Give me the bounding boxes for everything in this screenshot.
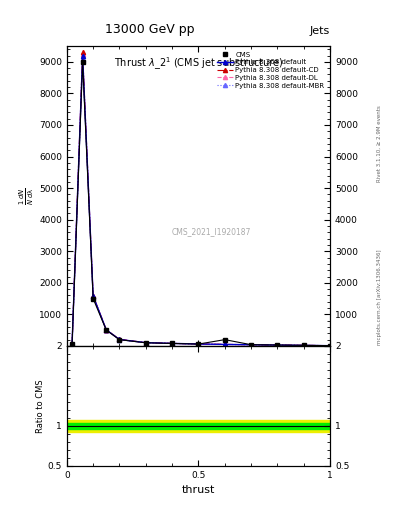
X-axis label: thrust: thrust bbox=[182, 485, 215, 495]
Text: 13000 GeV pp: 13000 GeV pp bbox=[105, 23, 194, 36]
Bar bbox=[67, 420, 330, 432]
Y-axis label: $\frac{1}{N}\frac{dN}{d\mathrm{\lambda}}$: $\frac{1}{N}\frac{dN}{d\mathrm{\lambda}}… bbox=[18, 187, 36, 205]
Legend: CMS, Pythia 8.308 default, Pythia 8.308 default-CD, Pythia 8.308 default-DL, Pyt: CMS, Pythia 8.308 default, Pythia 8.308 … bbox=[215, 50, 327, 91]
Text: Thrust $\lambda\_2^1$ (CMS jet substructure): Thrust $\lambda\_2^1$ (CMS jet substruct… bbox=[114, 55, 283, 72]
Text: Rivet 3.1.10, ≥ 2.9M events: Rivet 3.1.10, ≥ 2.9M events bbox=[377, 105, 382, 182]
Text: mcplots.cern.ch [arXiv:1306.3436]: mcplots.cern.ch [arXiv:1306.3436] bbox=[377, 249, 382, 345]
Text: CMS_2021_I1920187: CMS_2021_I1920187 bbox=[172, 227, 251, 237]
Y-axis label: Ratio to CMS: Ratio to CMS bbox=[36, 379, 45, 433]
Text: Jets: Jets bbox=[310, 26, 330, 36]
Bar bbox=[67, 423, 330, 429]
